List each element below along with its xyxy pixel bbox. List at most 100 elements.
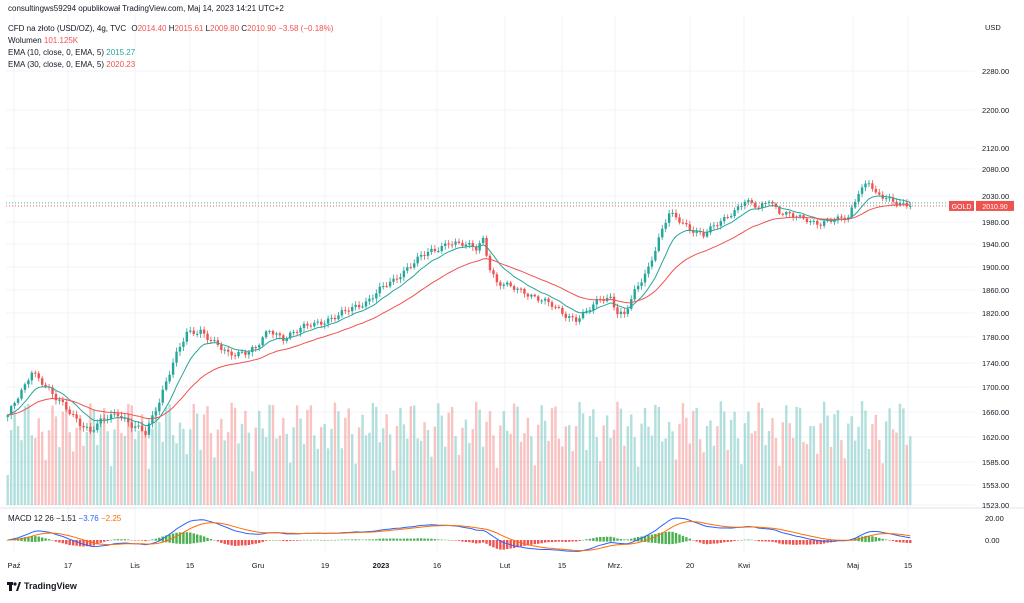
volume-bar xyxy=(709,420,712,505)
brand-logo[interactable]: TradingView xyxy=(7,581,77,591)
candle-body xyxy=(526,293,530,297)
macd-hist-bar xyxy=(461,540,464,542)
volume-bar xyxy=(78,423,82,505)
macd-hist-bar xyxy=(182,532,185,544)
macd-hist-bar xyxy=(909,540,912,544)
volume-bar xyxy=(774,438,778,505)
candle-body xyxy=(785,211,788,215)
volume-bar xyxy=(189,429,192,505)
macd-hist-bar xyxy=(237,540,240,546)
volume-bar xyxy=(543,420,547,505)
candle-body xyxy=(826,220,829,222)
candle-body xyxy=(743,201,747,206)
volume-bar xyxy=(526,417,530,505)
macd-hist-bar xyxy=(223,540,226,544)
candle-body xyxy=(309,325,313,327)
macd-hist-bar xyxy=(719,540,723,543)
volume-bar xyxy=(182,428,185,505)
candle-body xyxy=(681,222,685,224)
candle-body xyxy=(313,322,316,327)
symbol-name: CFD na złoto (USD/OZ), 4g, TVC xyxy=(8,24,127,33)
candle-body xyxy=(619,311,623,315)
volume-bar xyxy=(740,464,743,505)
candle-body xyxy=(909,205,912,207)
candle-body xyxy=(771,201,774,204)
macd-hist-bar xyxy=(512,540,516,549)
macd-hist-bar xyxy=(695,540,698,542)
candle-body xyxy=(140,425,144,431)
macd-hist-bar xyxy=(206,537,209,542)
macd-hist-bar xyxy=(185,532,189,544)
volume-bar xyxy=(123,435,127,505)
macd-hist-bar xyxy=(506,540,509,549)
macd-hist-bar xyxy=(371,539,375,541)
volume-bar xyxy=(475,401,478,505)
volume-bar xyxy=(216,429,220,505)
candle-body xyxy=(244,351,247,355)
macd-hist-bar xyxy=(571,540,574,542)
macd-hist-bar xyxy=(457,540,461,541)
volume-bar xyxy=(185,454,189,505)
volume-bar xyxy=(595,437,599,505)
price-tick-label: 1553.00 xyxy=(982,481,1009,490)
macd-hist-bar xyxy=(23,537,27,542)
candle-body xyxy=(96,423,99,431)
volume-bar xyxy=(402,424,406,505)
time-tick-label: 16 xyxy=(433,561,441,570)
candle-body xyxy=(247,352,251,355)
volume-bar xyxy=(588,415,592,505)
volume-bar xyxy=(244,410,247,505)
volume-bar xyxy=(354,463,357,505)
candle-body xyxy=(144,430,147,435)
candle-body xyxy=(530,294,533,297)
volume-bar xyxy=(109,466,113,505)
volume-bar xyxy=(13,410,16,505)
candle-body xyxy=(537,296,540,301)
macd-hist-bar xyxy=(585,539,588,541)
candle-body xyxy=(113,413,116,415)
ema10-legend[interactable]: EMA (10, close, 0, EMA, 5) 2015.27 xyxy=(8,48,135,58)
volume-legend[interactable]: Wolumen 101.125K xyxy=(8,36,78,46)
ema30-legend[interactable]: EMA (30, close, 0, EMA, 5) 2020.23 xyxy=(8,60,135,70)
volume-bar xyxy=(723,411,726,505)
candle-body xyxy=(757,207,760,209)
macd-hist-bar xyxy=(395,538,399,541)
macd-hist-bar xyxy=(578,540,581,541)
candle-body xyxy=(375,293,378,299)
volume-bar xyxy=(419,440,423,505)
macd-hist-bar xyxy=(385,538,388,541)
volume-bar xyxy=(385,414,388,505)
macd-hist-bar xyxy=(268,540,271,541)
macd-hist-bar xyxy=(151,539,154,541)
volume-bar xyxy=(612,429,616,505)
volume-bar xyxy=(857,426,860,505)
candle-body xyxy=(664,222,667,229)
volume-bar xyxy=(433,426,437,505)
volume-bar xyxy=(795,406,798,505)
volume-bar xyxy=(757,402,760,505)
volume-bar xyxy=(347,408,350,505)
macd-signal-line xyxy=(7,521,911,552)
macd-hist-bar xyxy=(65,540,68,545)
macd-hist-bar xyxy=(764,540,767,542)
macd-legend[interactable]: MACD 12 26 −1.51 −3.76 −2.25 xyxy=(8,514,121,523)
macd-hist-bar xyxy=(433,539,437,541)
candle-body xyxy=(416,256,419,264)
macd-hist-bar xyxy=(189,532,192,544)
candle-body xyxy=(578,318,581,322)
symbol-legend[interactable]: CFD na złoto (USD/OZ), 4g, TVC O2014.40 … xyxy=(8,24,333,34)
candle-body xyxy=(764,202,767,204)
volume-bar xyxy=(636,466,640,505)
volume-bar xyxy=(40,431,44,505)
candle-body xyxy=(382,286,385,288)
candle-body xyxy=(271,330,275,335)
volume-bar xyxy=(27,403,30,505)
candle-body xyxy=(116,413,120,416)
volume-bar xyxy=(829,446,833,505)
macd-hist-bar xyxy=(116,539,120,541)
candle-body xyxy=(261,337,264,346)
volume-bar xyxy=(23,406,27,505)
macd-hist-bar xyxy=(723,540,726,543)
volume-bar xyxy=(444,446,447,505)
